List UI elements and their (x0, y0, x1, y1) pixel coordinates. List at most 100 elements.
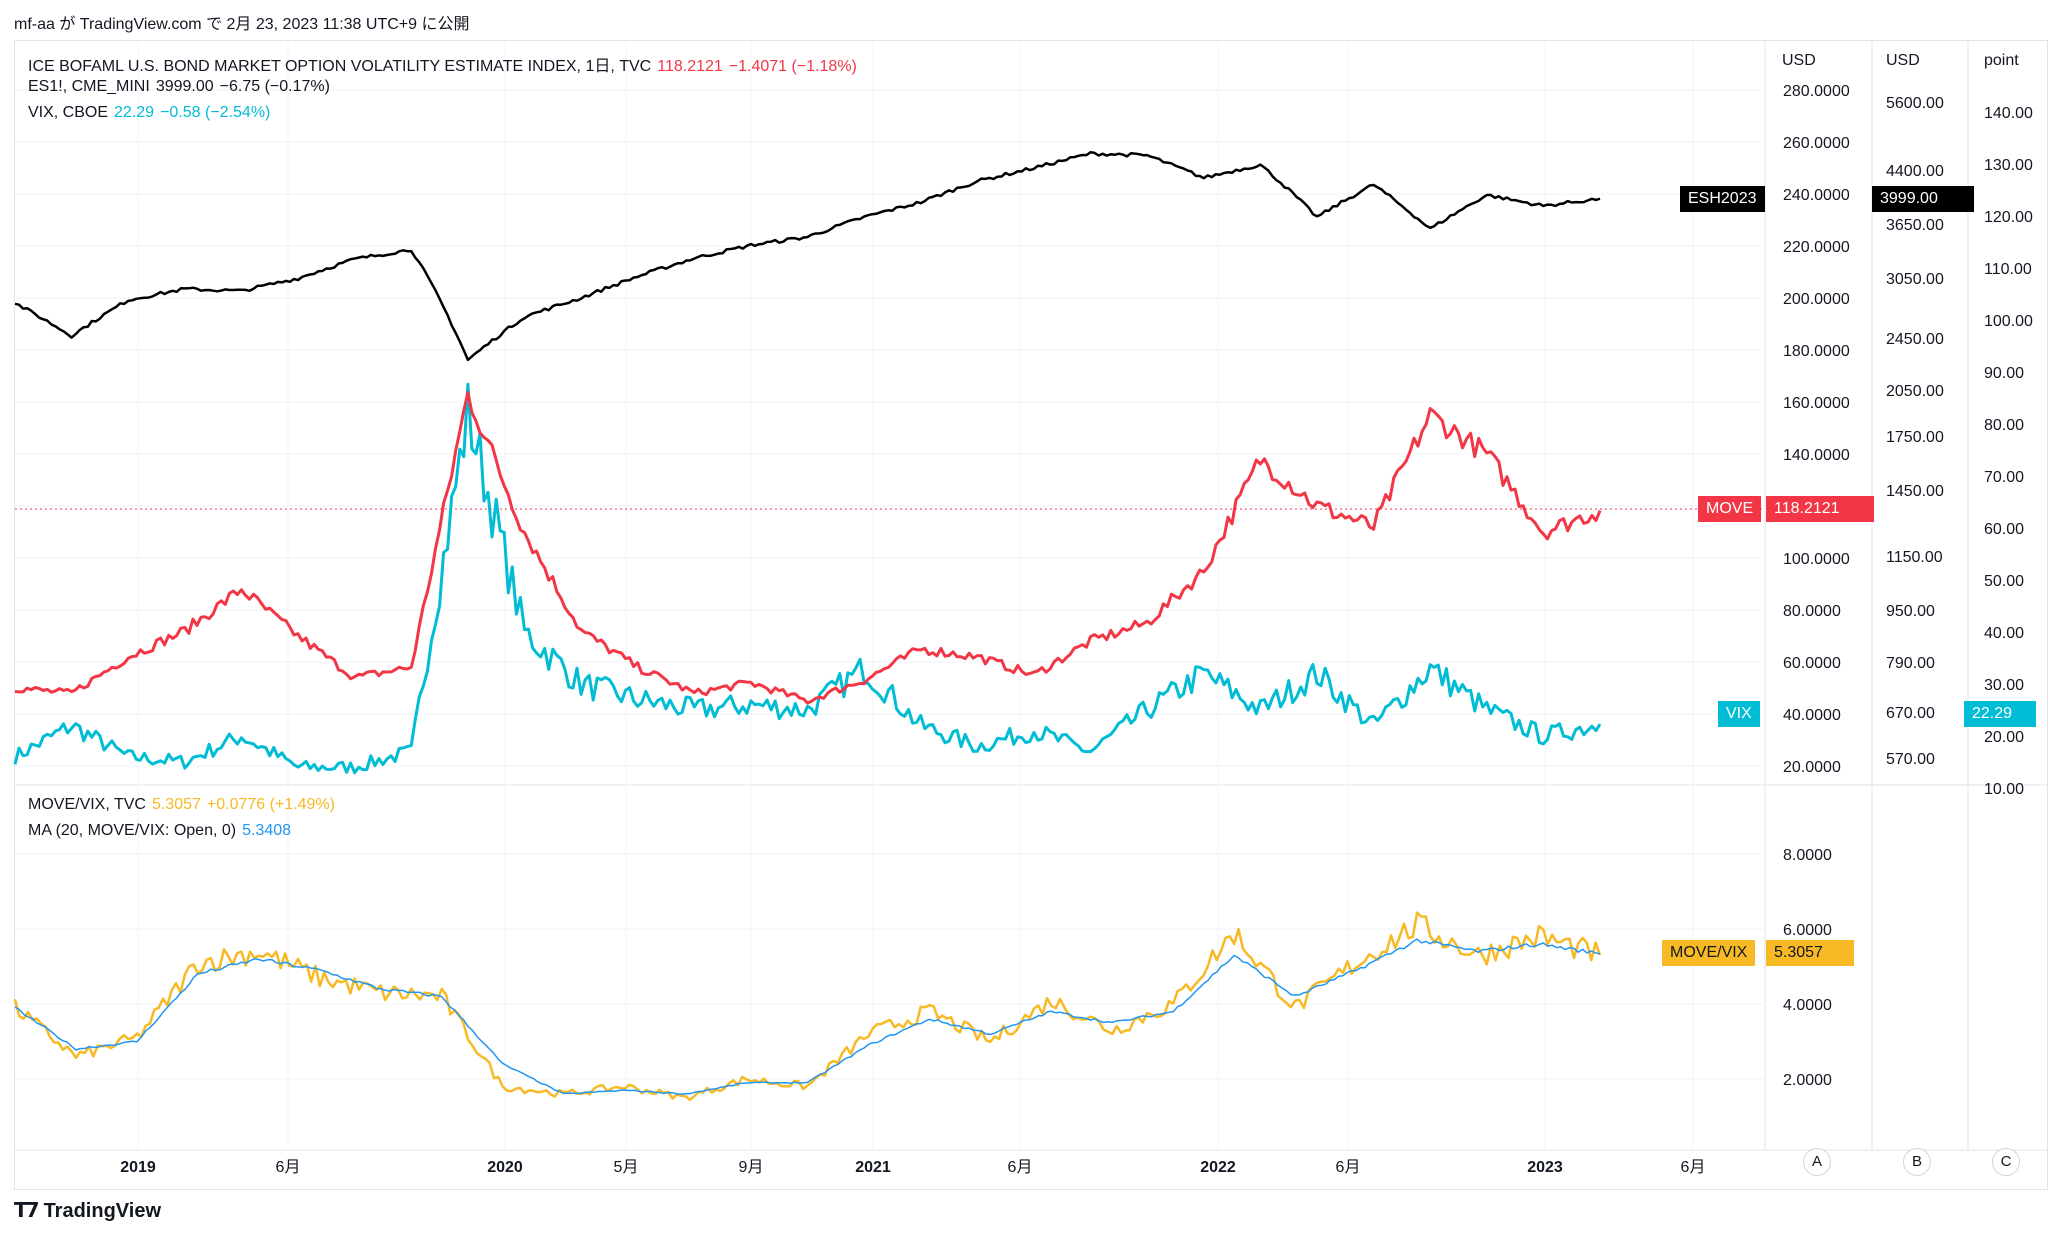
vix-tick-label: 100.00 (1984, 313, 2033, 330)
move-series-label: MOVE (1698, 496, 1762, 522)
vix-tick-label: 110.00 (1984, 261, 2032, 278)
legend-move[interactable]: ICE BOFAML U.S. BOND MARKET OPTION VOLAT… (28, 52, 863, 76)
legend-move-value: 118.2121 (657, 58, 723, 75)
x-tick-label: 2019 (120, 1159, 156, 1176)
legend-vix[interactable]: VIX, CBOE 22.29 −0.58 (−2.54%) (28, 104, 276, 122)
legend-es-value: 3999.00 (155, 78, 214, 95)
vix-tick-label: 90.00 (1984, 365, 2024, 382)
ratio-tick-label: 4.0000 (1783, 997, 1832, 1014)
move-tick-label: 20.0000 (1783, 759, 1841, 776)
grid-lines (14, 40, 2048, 1151)
legend-vix-value: 22.29 (114, 104, 155, 121)
x-tick-label: 2021 (855, 1159, 891, 1176)
x-tick-label: 5月 (614, 1159, 639, 1176)
x-tick-label: 6月 (276, 1159, 301, 1176)
legend-es-change: −6.75 (−0.17%) (219, 78, 330, 95)
vix-tick-label: 80.00 (1984, 417, 2024, 434)
legend-vix-name: VIX, CBOE (28, 104, 109, 121)
x-tick-label: 6月 (1008, 1159, 1033, 1176)
ratio-tick-label: 6.0000 (1783, 922, 1832, 939)
ratio-tick-label: 2.0000 (1783, 1072, 1832, 1089)
legend-ma-value: 5.3408 (242, 822, 292, 839)
ma-line (14, 938, 1601, 1096)
scale-button-a[interactable]: A (1803, 1148, 1831, 1176)
vix-tick-label: 60.00 (1984, 521, 2024, 538)
vix-tick-label: 50.00 (1984, 573, 2024, 590)
move-tick-label: 200.0000 (1783, 291, 1850, 308)
ratio-series-label: MOVE/VIX (1662, 940, 1756, 966)
es-tick-label: 4400.00 (1886, 163, 1944, 180)
es-tick-label: 950.00 (1886, 603, 1935, 620)
move-line (14, 390, 1602, 705)
vix-tick-label: 10.00 (1984, 781, 2024, 798)
vix-tick-label: 70.00 (1984, 469, 2024, 486)
ratio-price-tag: 5.3057 (1766, 940, 1854, 966)
es-tick-label: 3050.00 (1886, 271, 1944, 288)
vix-tick-label: 20.00 (1984, 729, 2024, 746)
vix-tick-label: 140.00 (1984, 105, 2033, 122)
es-tick-label: 1450.00 (1886, 483, 1944, 500)
legend-ma-name: MA (20, MOVE/VIX: Open, 0) (28, 822, 237, 839)
legend-ratio-change: +0.0776 (+1.49%) (206, 796, 335, 813)
legend-ratio[interactable]: MOVE/VIX, TVC 5.3057 +0.0776 (+1.49%) (28, 796, 341, 814)
vix-series-label: VIX (1718, 701, 1760, 727)
es-tick-label: 2450.00 (1886, 331, 1944, 348)
move-tick-label: 220.0000 (1783, 239, 1850, 256)
x-tick-label: 6月 (1336, 1159, 1361, 1176)
axis-layer: 280.0000 260.0000 240.0000 220.0000 200.0000… (120, 83, 2033, 1176)
vix-tick-label: 40.00 (1984, 625, 2024, 642)
tradingview-logo-icon: 𝗧𝟳 (14, 1200, 40, 1222)
move-tick-label: 160.0000 (1783, 395, 1850, 412)
legend-ratio-value: 5.3057 (151, 796, 201, 813)
chart-frame[interactable] (14, 40, 2048, 1190)
scale-button-b[interactable]: B (1903, 1148, 1931, 1176)
series-lines (13, 150, 1602, 1102)
move-tick-label: 180.0000 (1783, 343, 1850, 360)
es-tick-label: 1150.00 (1886, 549, 1943, 566)
move-tick-label: 60.0000 (1783, 655, 1841, 672)
legend-es-name: ES1!, CME_MINI (28, 78, 150, 95)
x-tick-label: 2020 (487, 1159, 523, 1176)
legend-ratio-name: MOVE/VIX, TVC (28, 796, 146, 813)
legend-move-change: −1.4071 (−1.18%) (728, 58, 857, 75)
move-tick-label: 240.0000 (1783, 187, 1850, 204)
es-price-tag: 3999.00 (1872, 186, 1974, 212)
x-tick-label: 2023 (1527, 1159, 1563, 1176)
vix-line (13, 382, 1602, 775)
x-tick-label: 2022 (1200, 1159, 1236, 1176)
publish-header: mf-aa が TradingView.com で 2月 23, 2023 11… (14, 16, 470, 33)
es-tick-label: 5600.00 (1886, 95, 1944, 112)
vix-tick-label: 120.00 (1984, 209, 2033, 226)
ratio-tick-label: 8.0000 (1783, 847, 1832, 864)
vix-tick-label: 30.00 (1984, 677, 2024, 694)
es-line (14, 150, 1601, 362)
es-tick-label: 3650.00 (1886, 217, 1944, 234)
legend-es[interactable]: ES1!, CME_MINI 3999.00 −6.75 (−0.17%) (28, 78, 336, 96)
legend-ma[interactable]: MA (20, MOVE/VIX: Open, 0) 5.3408 (28, 822, 297, 840)
move-tick-label: 80.0000 (1783, 603, 1841, 620)
scale-button-c[interactable]: C (1992, 1148, 2020, 1176)
legend-move-name: ICE BOFAML U.S. BOND MARKET OPTION VOLAT… (28, 58, 652, 75)
move-tick-label: 280.0000 (1783, 83, 1850, 100)
vix-tick-label: 130.00 (1984, 157, 2033, 174)
footer-brand-text: TradingView (43, 1200, 162, 1222)
es-series-label: ESH2023 (1680, 186, 1765, 212)
move-tick-label: 140.0000 (1783, 447, 1850, 464)
vix-scale-header: point (1984, 52, 2019, 69)
legend-vix-change: −0.58 (−2.54%) (160, 104, 271, 121)
move-price-tag: 118.2121 (1766, 496, 1874, 522)
footer-brand[interactable]: 𝗧𝟳 TradingView (14, 1198, 161, 1223)
move-tick-label: 260.0000 (1783, 135, 1850, 152)
ratio-line (13, 911, 1602, 1102)
es-scale-header: USD (1886, 52, 1920, 69)
x-tick-label: 6月 (1681, 1159, 1706, 1176)
move-tick-label: 100.0000 (1783, 551, 1850, 568)
x-tick-label: 9月 (739, 1159, 764, 1176)
es-tick-label: 570.00 (1886, 751, 1935, 768)
es-tick-label: 670.00 (1886, 705, 1935, 722)
es-tick-label: 2050.00 (1886, 383, 1944, 400)
vix-price-tag: 22.29 (1964, 701, 2036, 727)
move-scale-header: USD (1782, 52, 1816, 69)
move-tick-label: 40.0000 (1783, 707, 1841, 724)
